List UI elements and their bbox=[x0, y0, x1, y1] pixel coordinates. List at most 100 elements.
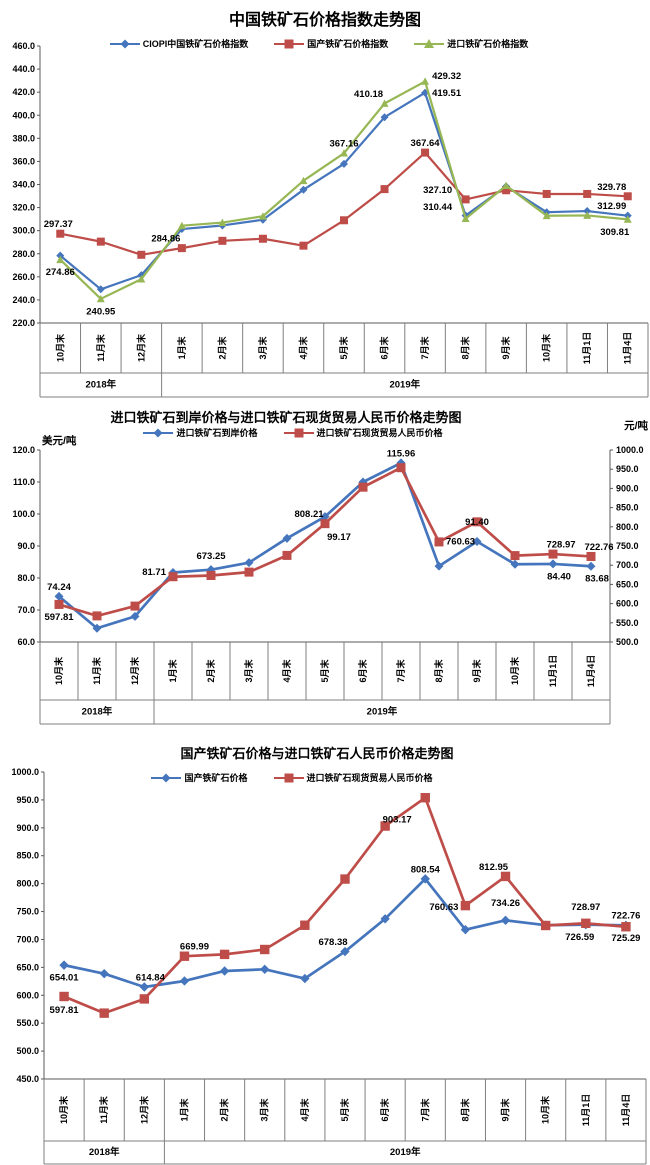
x-category-label: 11月4日 bbox=[621, 1094, 631, 1127]
data-point-marker bbox=[472, 517, 482, 527]
line-diamond-marker-icon bbox=[143, 428, 174, 437]
x-category-label: 8月末 bbox=[433, 659, 444, 683]
x-category-label: 9月末 bbox=[500, 336, 511, 360]
y-tick-label: 90.0 bbox=[17, 541, 35, 551]
data-point-marker bbox=[420, 793, 430, 803]
data-point-marker bbox=[421, 148, 430, 157]
data-point-marker bbox=[502, 181, 511, 190]
x-category-label: 3月末 bbox=[259, 1098, 270, 1122]
legend-label: 进口铁矿石现货贸易人民币价格 bbox=[306, 773, 433, 783]
line-square-marker-icon bbox=[283, 428, 314, 437]
data-point-marker bbox=[59, 960, 69, 970]
data-point-marker bbox=[168, 572, 178, 582]
y-tick-label: 650.0 bbox=[16, 962, 39, 972]
x-category-label: 7月末 bbox=[419, 1098, 430, 1122]
data-point-label: 410.18 bbox=[354, 89, 383, 100]
data-point-label: 597.81 bbox=[44, 612, 74, 623]
data-point-marker bbox=[460, 924, 471, 935]
y-tick-label-right: 650.0 bbox=[616, 579, 639, 589]
x-category-label: 11月4日 bbox=[586, 655, 596, 688]
chart1-legend: CIOPI中国铁矿石价格指数 国产铁矿石价格指数 进口铁矿石价格指数 bbox=[0, 37, 644, 50]
data-point-label: 614.84 bbox=[136, 972, 166, 983]
data-point-marker bbox=[396, 463, 406, 473]
x-category-label: 10月末 bbox=[53, 656, 64, 685]
legend-item-domestic-index: 国产铁矿石价格指数 bbox=[274, 37, 388, 50]
data-point-marker bbox=[56, 229, 65, 238]
data-point-marker bbox=[244, 567, 254, 577]
y-tick-label: 80.0 bbox=[17, 573, 35, 583]
data-point-marker bbox=[583, 211, 592, 219]
y-tick-label: 460.0 bbox=[12, 41, 35, 51]
y-tick-label: 220.0 bbox=[12, 318, 35, 328]
chart2-title: 进口铁矿石到岸价格与进口铁矿石现货贸易人民币价格走势图 bbox=[110, 410, 462, 425]
data-point-marker bbox=[623, 192, 632, 201]
y-tick-label: 550.0 bbox=[16, 1018, 39, 1028]
chart3-title: 国产铁矿石价格与进口铁矿石人民币价格走势图 bbox=[180, 746, 454, 761]
series-2-line bbox=[59, 793, 631, 1018]
data-point-label: 760.63 bbox=[446, 536, 475, 547]
data-point-marker bbox=[282, 550, 292, 560]
x-category-label: 7月末 bbox=[419, 336, 430, 360]
data-point-marker bbox=[219, 966, 230, 976]
data-point-label: 274.86 bbox=[46, 267, 75, 278]
x-category-label: 10月末 bbox=[540, 1095, 551, 1124]
data-point-marker bbox=[542, 189, 551, 198]
x-category-label: 2月末 bbox=[205, 659, 216, 683]
data-point-label: 654.01 bbox=[50, 973, 80, 984]
y-tick-label: 70.0 bbox=[17, 605, 35, 615]
data-point-label: 673.25 bbox=[196, 551, 226, 562]
data-point-marker bbox=[206, 570, 216, 580]
data-point-label: 83.68 bbox=[585, 574, 609, 585]
data-point-marker bbox=[244, 558, 254, 568]
data-point-label: 310.44 bbox=[423, 202, 453, 213]
data-point-marker bbox=[583, 207, 592, 216]
data-point-label: 728.97 bbox=[571, 902, 600, 913]
data-point-label: 240.95 bbox=[86, 306, 116, 317]
data-point-marker bbox=[583, 189, 592, 198]
data-point-marker bbox=[299, 185, 308, 194]
axes: 460.0 440.0 420.0 400.0 380.0 360.0 340.0 320.0… bbox=[12, 41, 648, 328]
data-point-label: 84.40 bbox=[547, 571, 571, 582]
data-point-marker bbox=[59, 991, 69, 1002]
x-category-label: 1月末 bbox=[178, 1098, 189, 1122]
y-tick-label: 110.0 bbox=[13, 477, 35, 487]
data-point-marker bbox=[586, 561, 596, 571]
data-point-marker bbox=[139, 994, 150, 1004]
category-strip: 10月末 11月末 12月末 1月末 2月末 3月末 4月末 5月末 6月末 7月末 8月末 9月末 1… bbox=[39, 323, 649, 398]
data-point-marker bbox=[460, 900, 471, 911]
data-point-marker bbox=[472, 537, 482, 547]
x-category-label: 5月末 bbox=[319, 659, 330, 683]
data-labels: 654.01 614.84 678.38 808.54 734.26 726.59 725.… bbox=[50, 815, 641, 1016]
x-category-label: 11月末 bbox=[95, 333, 106, 362]
data-point-marker bbox=[421, 77, 430, 85]
data-point-label: 367.64 bbox=[411, 138, 441, 149]
legend-item-domestic-price: 国产铁矿石价格 bbox=[151, 771, 248, 784]
data-point-label: 284.86 bbox=[151, 234, 180, 245]
data-point-marker bbox=[260, 964, 270, 975]
data-point-label: 327.10 bbox=[423, 185, 452, 196]
data-point-marker bbox=[581, 918, 591, 928]
data-point-marker bbox=[130, 601, 140, 611]
data-point-label: 429.32 bbox=[432, 71, 461, 82]
data-point-marker bbox=[99, 1008, 109, 1018]
data-point-marker bbox=[96, 285, 105, 294]
x-category-label: 5月末 bbox=[339, 1098, 350, 1122]
legend-item-import-spot-rmb: 进口铁矿石现货贸易人民币价格 bbox=[283, 426, 443, 439]
data-point-marker bbox=[299, 241, 308, 250]
data-point-marker bbox=[99, 968, 109, 979]
x-category-label: 4月末 bbox=[281, 659, 292, 683]
data-point-label: 312.99 bbox=[597, 201, 626, 212]
data-point-marker bbox=[219, 949, 230, 960]
year-group-label: 2018年 bbox=[82, 706, 113, 718]
axes: 1000.0 950.0 900.0 850.0 800.0 750.0 700.0 650.… bbox=[11, 767, 646, 1084]
x-category-label: 8月末 bbox=[460, 336, 471, 360]
x-category-label: 11月1日 bbox=[582, 332, 592, 365]
x-category-label: 3月末 bbox=[257, 336, 268, 360]
data-point-label: 91.40 bbox=[465, 517, 489, 528]
y-tick-label: 360.0 bbox=[12, 156, 35, 166]
data-point-label: 760.63 bbox=[429, 902, 458, 913]
data-point-marker bbox=[92, 623, 102, 633]
data-point-label: 903.17 bbox=[383, 815, 412, 826]
data-point-marker bbox=[179, 951, 190, 961]
